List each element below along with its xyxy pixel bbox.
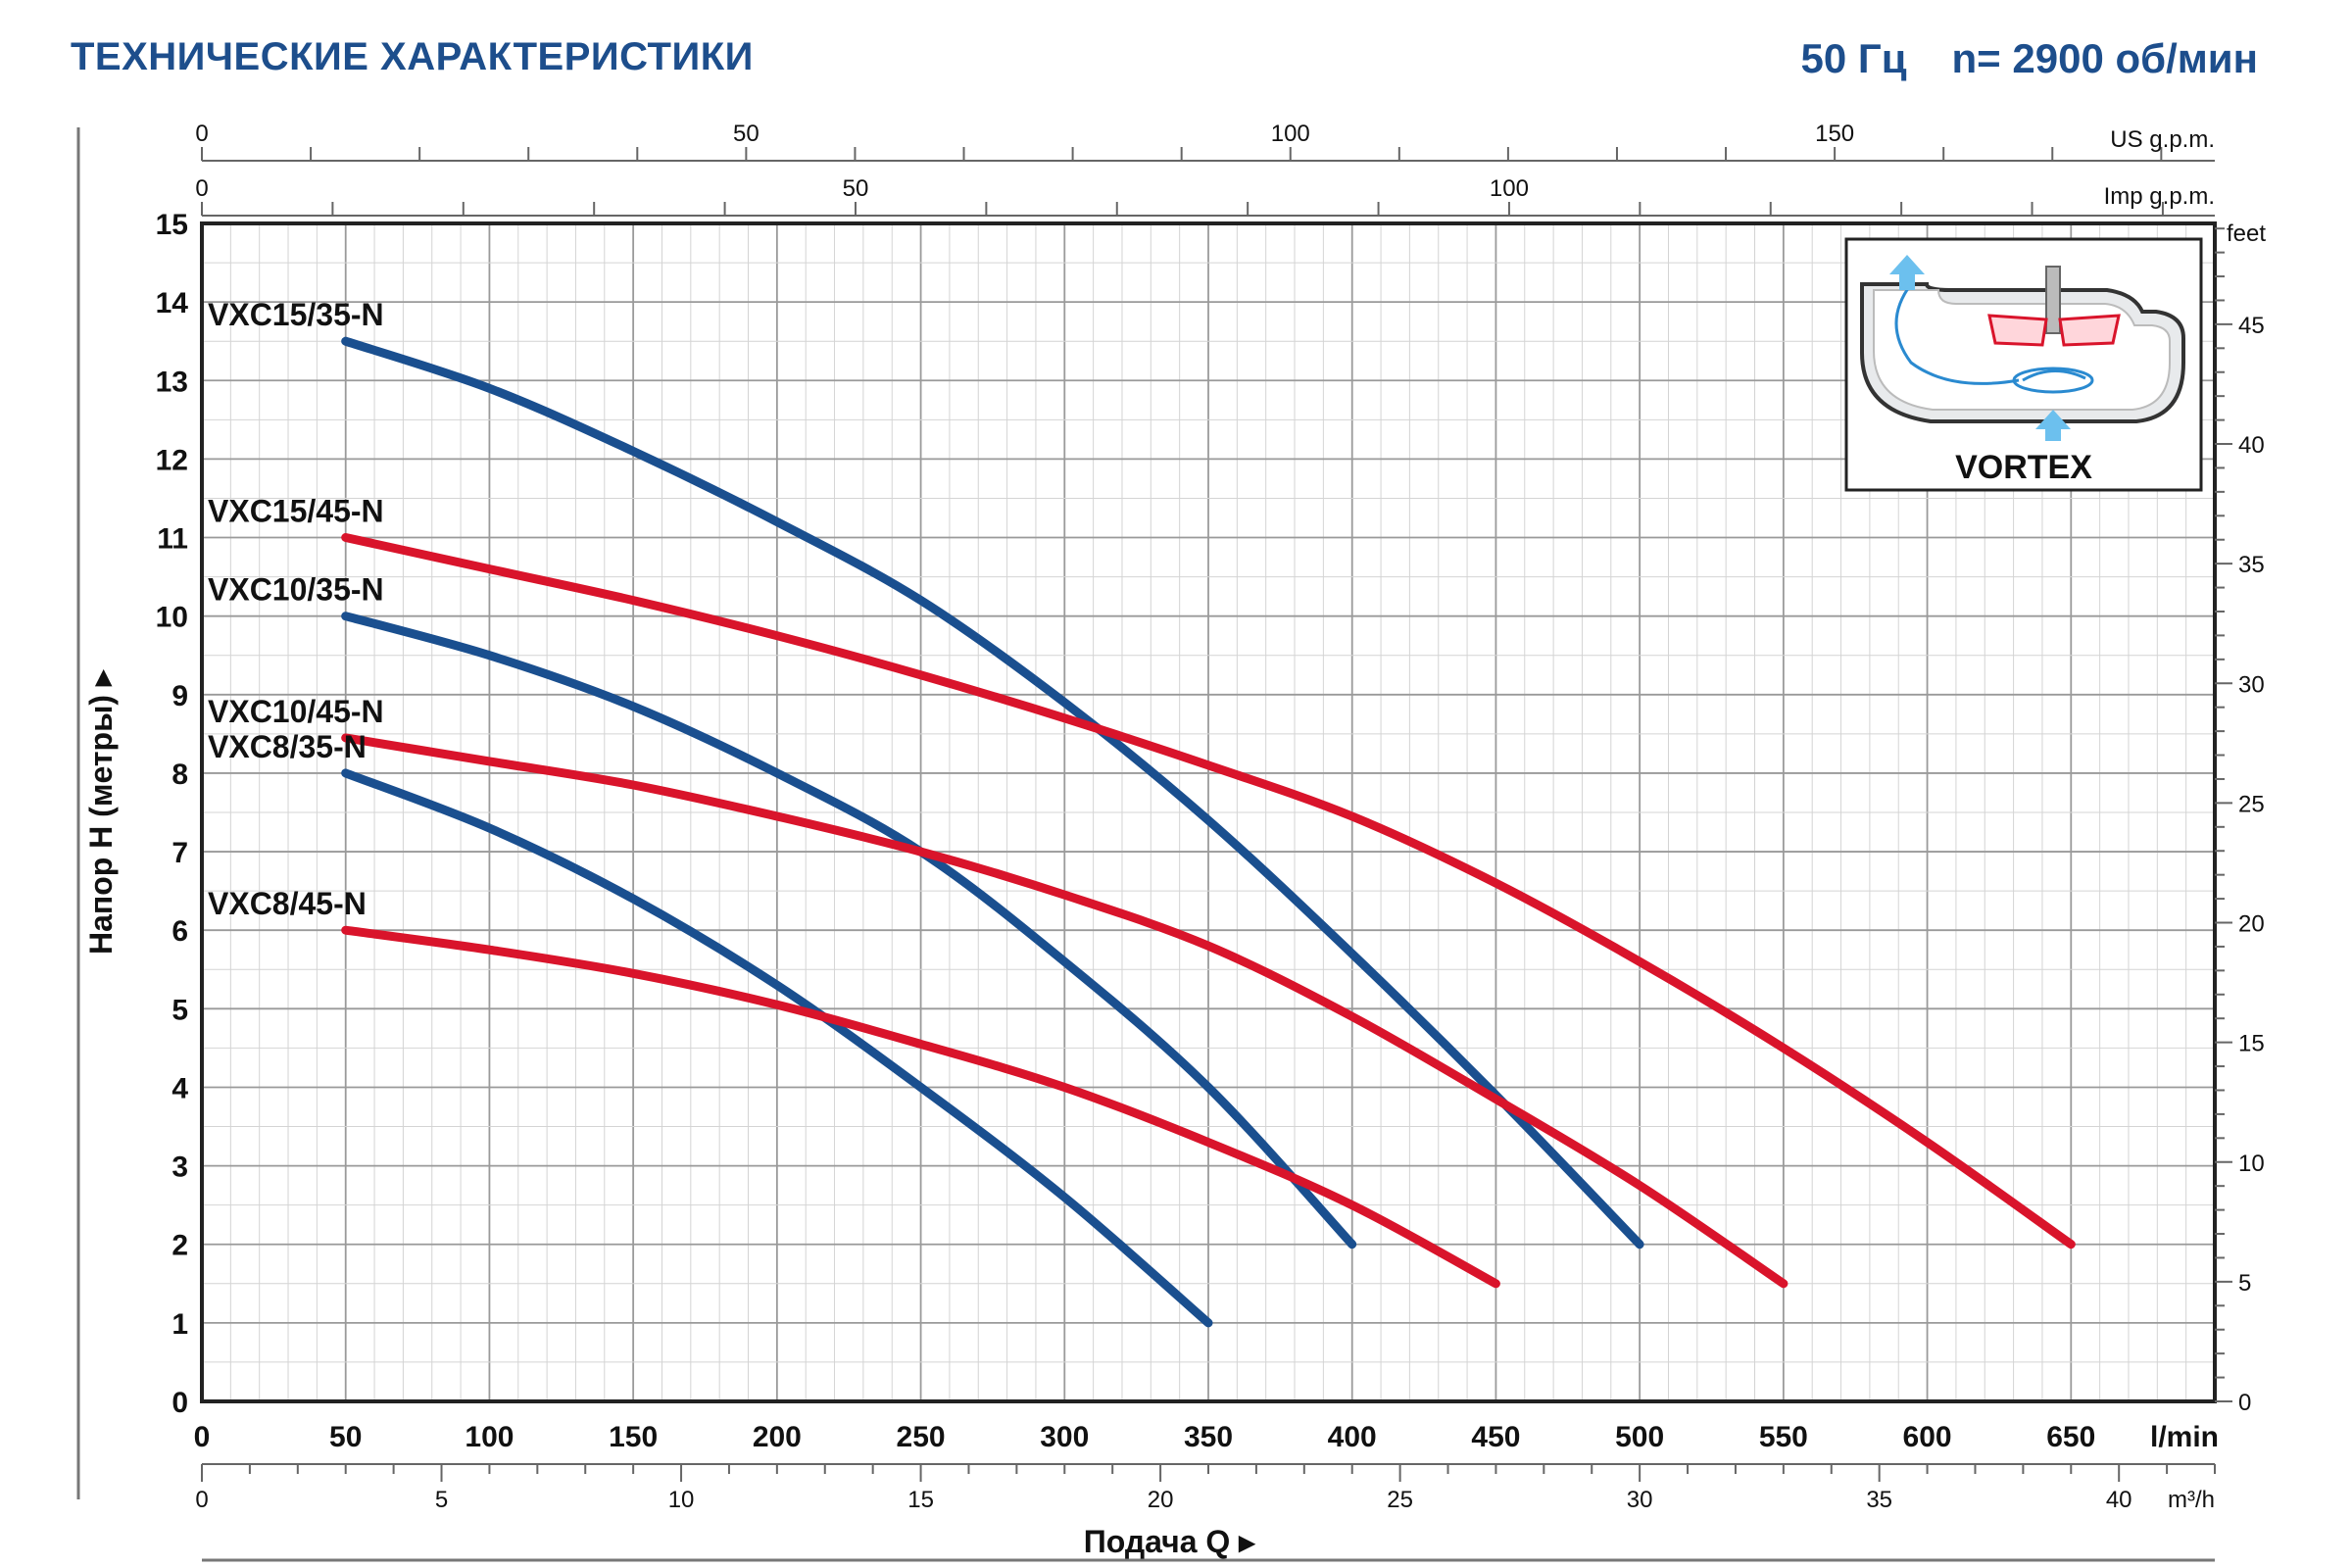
m3h-tick-label: 35 (1866, 1487, 1892, 1513)
y-tick-label: 13 (156, 366, 188, 398)
series-label-vxc10-45-n: VXC10/45-N (208, 694, 384, 729)
x-unit-label: l/min (2150, 1421, 2219, 1453)
vortex-inset: VORTEX (1844, 237, 2203, 492)
x-tick-label: 0 (194, 1421, 211, 1453)
series-label-vxc8-45-n: VXC8/45-N (208, 886, 367, 921)
series-label-vxc8-35-n: VXC8/35-N (208, 729, 367, 764)
y-tick-label: 15 (156, 209, 188, 241)
y-tick-label: 0 (172, 1387, 188, 1419)
series (341, 336, 2076, 1328)
page-title: ТЕХНИЧЕСКИЕ ХАРАКТЕРИСТИКИ (71, 35, 754, 78)
y-tick-label: 8 (172, 759, 188, 791)
x-tick-label: 500 (1615, 1421, 1664, 1453)
series-line-vxc10-35-n (341, 612, 1357, 1250)
x-tick-label: 50 (329, 1421, 362, 1453)
x-tick-label: 200 (753, 1421, 802, 1453)
series-label-vxc15-35-n: VXC15/35-N (208, 297, 384, 332)
imp-gpm-unit-label: Imp g.p.m. (2104, 183, 2215, 210)
y-axis-title: Напор H (метры) ▸ (83, 668, 119, 955)
x-tick-label: 100 (465, 1421, 514, 1453)
header-specs: 50 Гц n= 2900 об/мин (1801, 35, 2259, 82)
us-gpm-tick-label: 150 (1815, 121, 1854, 147)
plot-frame (200, 221, 2217, 1403)
y-tick-label: 14 (156, 287, 189, 319)
m3h-tick-label: 40 (2106, 1487, 2132, 1513)
series-line-vxc15-35-n (341, 336, 1644, 1250)
imp-gpm-tick-label: 50 (843, 175, 869, 202)
feet-unit-label: feet (2227, 220, 2266, 247)
us-gpm-tick-label: 100 (1271, 121, 1310, 147)
x-tick-label: 450 (1471, 1421, 1520, 1453)
axes: 0 50 100 150 200 250 300 350 400 450 500 550 600 650 l… (76, 121, 2266, 1562)
feet-tick-label: 15 (2238, 1031, 2265, 1057)
m3h-tick-label: 10 (668, 1487, 695, 1513)
speed-label: n= 2900 об/мин (1951, 35, 2258, 81)
x-axis-title: Подача Q ▸ (1084, 1524, 1256, 1559)
series-line-vxc15-45-n (341, 533, 2076, 1250)
x-tick-label: 600 (1903, 1421, 1952, 1453)
x-tick-label: 400 (1328, 1421, 1377, 1453)
y-tick-label: 2 (172, 1230, 188, 1262)
series-label-vxc15-45-n: VXC15/45-N (208, 494, 384, 529)
vortex-impeller-icon (1860, 255, 2185, 441)
feet-tick-label: 10 (2238, 1151, 2265, 1177)
m3h-tick-label: 20 (1148, 1487, 1174, 1513)
m3h-tick-label: 30 (1627, 1487, 1653, 1513)
series-line-vxc8-35-n (341, 768, 1213, 1328)
feet-tick-label: 20 (2238, 911, 2265, 938)
m3h-tick-label: 5 (435, 1487, 448, 1513)
series-line-vxc8-45-n (341, 925, 1500, 1289)
feet-tick-label: 30 (2238, 671, 2265, 698)
x-tick-label: 650 (2046, 1421, 2095, 1453)
imp-gpm-tick-label: 0 (195, 175, 208, 202)
feet-tick-label: 25 (2238, 791, 2265, 817)
feet-tick-label: 35 (2238, 552, 2265, 578)
feet-tick-label: 0 (2238, 1390, 2251, 1416)
x-tick-label: 250 (897, 1421, 946, 1453)
y-tick-label: 5 (172, 994, 188, 1026)
feet-tick-label: 45 (2238, 313, 2265, 339)
y-tick-label: 3 (172, 1152, 188, 1184)
us-gpm-tick-label: 50 (733, 121, 760, 147)
x-tick-label: 300 (1040, 1421, 1089, 1453)
m3h-unit-label: m³/h (2168, 1487, 2215, 1513)
y-tick-label: 10 (156, 602, 188, 634)
frequency-label: 50 Гц (1800, 35, 1907, 81)
y-tick-label: 12 (156, 444, 188, 476)
labels: VXC15/35-N VXC15/45-N VXC10/35-N VXC10/45-N… (208, 297, 384, 921)
x-tick-label: 150 (609, 1421, 658, 1453)
x-tick-label: 550 (1759, 1421, 1808, 1453)
us-gpm-tick-label: 0 (195, 121, 208, 147)
m3h-tick-label: 0 (195, 1487, 208, 1513)
feet-tick-label: 40 (2238, 432, 2265, 459)
grid (201, 222, 2216, 1402)
m3h-tick-label: 25 (1387, 1487, 1413, 1513)
y-tick-label: 11 (157, 523, 188, 556)
imp-gpm-tick-label: 100 (1490, 175, 1529, 202)
y-tick-label: 9 (172, 680, 188, 712)
y-tick-label: 7 (172, 837, 188, 869)
y-tick-label: 1 (172, 1308, 188, 1341)
y-tick-label: 6 (172, 915, 188, 948)
m3h-tick-label: 15 (907, 1487, 934, 1513)
vortex-label: VORTEX (1955, 449, 2092, 486)
series-label-vxc10-35-n: VXC10/35-N (208, 572, 384, 608)
us-gpm-unit-label: US g.p.m. (2110, 126, 2215, 153)
y-tick-label: 4 (172, 1072, 188, 1104)
feet-tick-label: 5 (2238, 1270, 2251, 1297)
x-tick-label: 350 (1184, 1421, 1233, 1453)
series-line-vxc10-45-n (341, 733, 1788, 1289)
